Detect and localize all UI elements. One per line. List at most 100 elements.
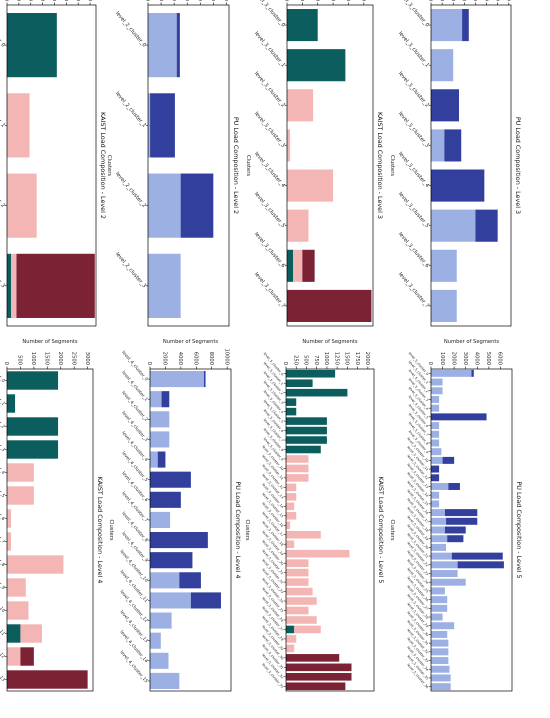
bar-kaist-l5-6-s0 (286, 426, 327, 435)
bar-kaist-l3-0-s0 (287, 9, 318, 42)
bar-kaist-l2-1-s1 (7, 93, 30, 158)
bar-kaist-l5-19-s1 (286, 549, 350, 558)
bar-kaist-l4-12-s2 (20, 647, 34, 666)
x-tick-label: level_4_cluster_13 (119, 609, 150, 644)
bar-kaist-l4-13-s2 (6, 670, 88, 689)
bar-pu-l5-32-s0 (431, 648, 449, 656)
bar-pu-l3-0-s0 (431, 9, 463, 42)
bar-kaist-l5-33-s2 (286, 682, 346, 691)
bar-kaist-l5-15-s1 (286, 512, 297, 520)
y-tick-label: 3000 (462, 352, 468, 365)
bar-kaist-l3-3-s1 (286, 129, 291, 162)
bar-pu-l4-9-s1 (150, 552, 193, 569)
x-axis-label: Clusters (244, 519, 250, 540)
bar-kaist-l2-3-s2 (16, 253, 95, 318)
bar-pu-l5-21-s0 (431, 552, 452, 560)
bar-pu-l4-10-s1 (179, 572, 201, 589)
bar-kaist-l5-26-s1 (286, 616, 317, 624)
bar-pu-l5-25-s0 (430, 587, 445, 595)
x-tick-label: level_4_cluster_0 (0, 351, 6, 384)
bar-pu-l4-0-s0 (150, 371, 204, 388)
bar-kaist-l3-5-s1 (287, 209, 309, 242)
y-tick-label: 0 (427, 0, 433, 1)
chart-kaist-l2: 1000 2000 3000 4000 5000 6000 7000 0 level_2_clu… (0, 0, 107, 327)
y-tick-label: 2000 (27, 0, 33, 1)
bar-kaist-l5-13-s1 (286, 493, 297, 501)
x-tick-label: level_3_cluster_4 (253, 151, 287, 189)
y-tick-label: 15000 (494, 0, 500, 1)
y-tick-label: 3000 (329, 0, 335, 1)
chart-title: KAIST Load Composition - Level 5 (377, 477, 385, 584)
bar-pu-l5-18-s1 (444, 526, 466, 534)
bar-pu-l5-22-s0 (431, 561, 458, 569)
bar-pu-l5-31-s0 (431, 639, 449, 647)
bar-kaist-l5-8-s0 (286, 445, 321, 454)
y-tick-label: 10000 (170, 0, 176, 1)
bar-kaist-l5-21-s1 (286, 568, 309, 577)
x-tick-label: level_3_cluster_7 (397, 271, 430, 309)
bar-kaist-l4-7-s1 (6, 532, 12, 551)
bar-pu-l5-34-s0 (430, 665, 450, 673)
bar-kaist-l5-18-s1 (286, 540, 295, 548)
bar-pu-l5-27-s0 (430, 604, 448, 612)
y-tick-label: 3000 (84, 352, 90, 365)
chart-title: KAIST Load Composition - Level 3 (376, 112, 384, 219)
bar-kaist-l5-25-s1 (286, 606, 309, 615)
y-tick-label: 15000 (183, 0, 189, 1)
bar-kaist-l5-2-s0 (285, 388, 348, 397)
bar-kaist-l5-24-s1 (286, 597, 317, 605)
x-tick-label: level_3_cluster_1 (397, 31, 430, 69)
bar-kaist-l5-5-s0 (286, 417, 327, 425)
y-tick-label: 1500 (44, 352, 50, 365)
x-tick-label: level_2_cluster_2 (0, 171, 6, 209)
bar-pu-l5-11-s1 (430, 465, 440, 473)
bar-kaist-l3-7-s2 (287, 289, 372, 322)
x-axis-label: Clusters (389, 155, 395, 176)
bar-kaist-l5-7-s0 (286, 436, 327, 444)
bar-pu-l5-0-s1 (471, 369, 474, 377)
bar-pu-l5-13-s0 (431, 483, 449, 490)
bar-kaist-l3-1-s0 (287, 49, 346, 82)
bar-pu-l5-14-s0 (430, 491, 440, 499)
x-tick-label: level_2_cluster_1 (0, 91, 6, 129)
y-tick-label: 2500 (70, 352, 76, 365)
bar-pu-l5-8-s0 (430, 439, 440, 447)
bar-pu-l2-2-s1 (180, 173, 214, 238)
bar-pu-l3-7-s0 (430, 289, 457, 322)
bar-pu-l5-21-s1 (451, 552, 503, 560)
x-tick-label: level_3_cluster_0 (253, 0, 286, 28)
bar-kaist-l3-4-s1 (287, 169, 334, 202)
y-tick-label: 4000 (51, 0, 57, 1)
bar-kaist-l5-30-s2 (286, 654, 340, 662)
bar-pu-l3-1-s0 (431, 49, 454, 82)
y-tick-label: 0 (282, 362, 288, 365)
bar-pu-l5-16-s1 (444, 509, 478, 517)
y-tick-label: 1000 (323, 352, 329, 365)
plot-frame (285, 368, 375, 692)
x-tick-label: level_3_cluster_7 (253, 271, 286, 309)
y-tick-label: 3000 (39, 0, 45, 1)
bar-pu-l4-13-s0 (150, 632, 161, 649)
bar-kaist-l5-16-s1 (285, 521, 291, 530)
chart-kaist-l3: 1000 2000 3000 4000 5000 0level_3_cluster_0le… (245, 0, 384, 327)
y-tick-label: 5000 (63, 0, 69, 1)
bar-pu-l3-3-s0 (431, 129, 445, 162)
x-tick-label: level_4_cluster_12 (119, 589, 150, 624)
plot-frame (430, 4, 512, 327)
chart-pu-l3: 250050007500100001250015000175000level_3… (389, 0, 522, 327)
y-tick-label: 10000 (223, 348, 229, 365)
bar-kaist-l5-12-s1 (286, 483, 297, 492)
x-tick-label: level_3_cluster_6 (253, 231, 286, 269)
bar-kaist-l5-31-s2 (286, 663, 352, 672)
bar-kaist-l5-3-s0 (286, 398, 297, 406)
plot-frame (286, 4, 374, 327)
bar-pu-l5-17-s0 (431, 517, 447, 525)
bar-pu-l4-15-s0 (150, 672, 180, 689)
y-axis-label: Number of Segments (444, 339, 499, 345)
plot-frame (149, 368, 232, 692)
bar-pu-l4-11-s0 (150, 592, 191, 609)
bar-pu-l4-2-s0 (150, 411, 170, 428)
